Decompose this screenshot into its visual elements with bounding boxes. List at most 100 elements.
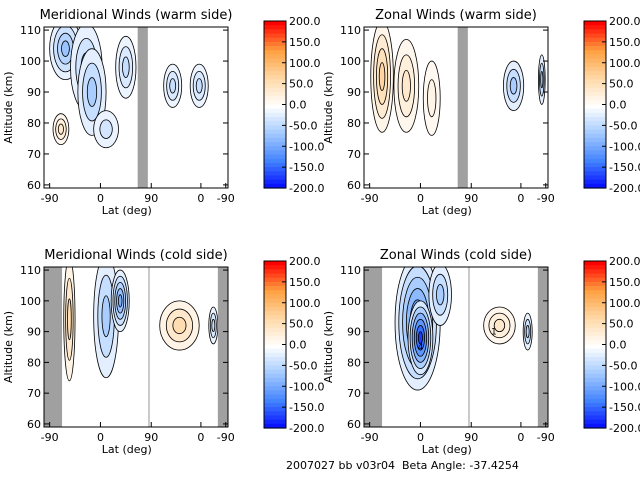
x-axis-label: Lat (deg) [102, 443, 152, 456]
colorbar-segment [264, 377, 286, 383]
colorbar-tick-label: 200.0 [289, 255, 321, 268]
colorbar-segment [264, 162, 286, 168]
y-axis-label: Altitude (km) [322, 71, 335, 143]
chart-panel-4: Zonal Winds (cold side)4160708090100110-… [322, 248, 640, 456]
colorbar-tick-label: 100.0 [609, 57, 640, 70]
colorbar-segment [584, 150, 606, 156]
x-tick-label: 90 [144, 192, 158, 205]
date-code: 2007027 [286, 459, 335, 472]
wind-region-4 [52, 113, 70, 146]
contour-level [211, 318, 216, 333]
wind-region-4 [159, 300, 200, 351]
colorbar-segment [584, 179, 606, 185]
contour-level [378, 62, 386, 91]
colorbar-segment [264, 290, 286, 295]
colorbar-segment [264, 171, 286, 177]
y-tick-label: 60 [347, 179, 361, 192]
colorbar-segment [264, 390, 286, 396]
plot-frame [363, 26, 549, 189]
colorbar-segment [264, 112, 286, 118]
colorbar-segment [584, 298, 606, 304]
wind-region-6 [115, 35, 137, 99]
y-tick-label: 110 [20, 264, 41, 277]
colorbar-segment [584, 137, 606, 143]
x-tick-label: 0 [97, 192, 104, 205]
contour-level [509, 77, 518, 95]
x-tick-label: -90 [537, 192, 555, 205]
colorbar-segment [584, 348, 606, 354]
wind-region-2 [393, 38, 420, 133]
colorbar-segment [264, 79, 286, 85]
colorbar-segment [264, 33, 286, 39]
colorbar-segment [264, 269, 286, 275]
colorbar-segment [264, 167, 286, 172]
no-data-band [137, 27, 148, 188]
no-data-band [457, 27, 468, 188]
colorbar-segment [264, 125, 286, 131]
colorbar-segment [584, 41, 606, 47]
colorbar-tick-label: 150.0 [289, 36, 321, 49]
y-tick-label: 70 [27, 148, 41, 161]
plot-area: 41 [364, 267, 548, 427]
colorbar-segment [584, 33, 606, 39]
wind-region-3 [428, 267, 452, 326]
colorbar-segment [264, 41, 286, 47]
colorbar-segment [584, 294, 606, 300]
colorbar-tick-label: -200.0 [609, 182, 640, 195]
colorbar-segment [584, 21, 606, 26]
colorbar-segment [584, 100, 606, 106]
chart-title: Meridional Winds (warm side) [40, 8, 233, 23]
colorbar-segment [584, 25, 606, 30]
colorbar-segment [264, 137, 286, 143]
x-axis-label: Lat (deg) [422, 443, 472, 456]
y-tick-label: 100 [340, 295, 361, 308]
chart-title: Zonal Winds (warm side) [375, 8, 537, 23]
contour-level [540, 70, 544, 89]
colorbar-tick-label: 200.0 [609, 255, 640, 268]
colorbar-tick-label: 50.0 [289, 78, 314, 91]
colorbar-tick-label: 150.0 [609, 36, 640, 49]
colorbar-segment [264, 407, 286, 412]
colorbar-segment [264, 298, 286, 304]
contour-level [401, 69, 411, 102]
colorbar-segment [584, 306, 606, 312]
no-data-band [44, 267, 63, 427]
y-tick-label: 70 [27, 387, 41, 400]
figure-footer: 2007027 bb v03r04 Beta Angle: -37.4254 [286, 459, 519, 472]
colorbar-segment [264, 357, 286, 362]
colorbar-tick-label: -100.0 [289, 380, 324, 393]
colorbar-segment [584, 398, 606, 404]
y-tick-label: 100 [20, 55, 41, 68]
colorbar-tick-label: 200.0 [289, 15, 321, 28]
wind-region-5 [93, 110, 119, 149]
colorbar-tick-label: -150.0 [609, 401, 640, 414]
colorbar-segment [264, 75, 286, 81]
colorbar-tick-label: -50.0 [609, 359, 637, 372]
colorbar-segment [584, 54, 606, 60]
colorbar-segment [264, 331, 286, 337]
colorbar: 200.0 150.0 100.0 50.0 0.0 -50.0 -100.0 -150.0 -… [583, 255, 640, 435]
colorbar-segment [264, 121, 286, 126]
colorbar-segment [584, 365, 606, 371]
colorbar-segment [264, 133, 286, 139]
colorbar-segment [584, 171, 606, 177]
plot-frame [363, 266, 549, 428]
colorbar-segment [584, 357, 606, 362]
colorbar-segment [584, 407, 606, 412]
y-tick-label: 90 [27, 326, 41, 339]
colorbar-segment [264, 394, 286, 400]
colorbar-segment [264, 50, 286, 55]
wind-region-8 [189, 63, 209, 108]
colorbar-segment [264, 306, 286, 312]
colorbar-tick-label: 50.0 [289, 318, 314, 331]
colorbar-segment [264, 382, 286, 387]
colorbar-tick-label: -50.0 [609, 119, 637, 132]
colorbar-segment [264, 37, 286, 43]
colorbar-segment [584, 162, 606, 168]
colorbar-segment [584, 46, 606, 51]
colorbar-segment [264, 142, 286, 147]
x-tick-label: -90 [217, 431, 235, 444]
colorbar-segment [264, 311, 286, 316]
colorbar-segment [584, 373, 606, 379]
